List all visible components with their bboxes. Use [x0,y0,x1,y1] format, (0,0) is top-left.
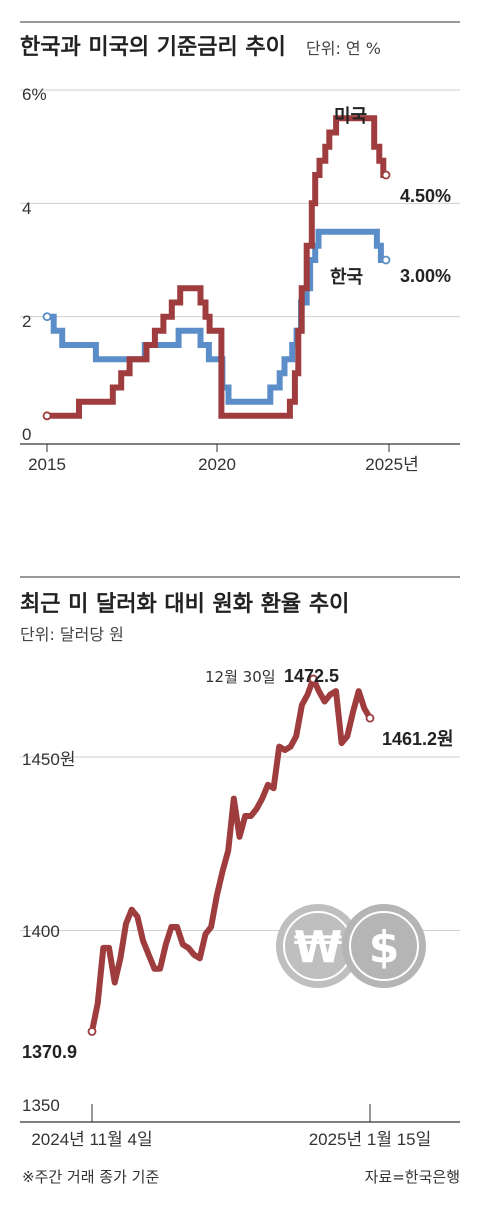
chart2-ytick-1400: 1400 [22,922,60,941]
chart2-peak-date-label: 12월 30일 [205,668,276,686]
chart2-ytick-1450: 1450원 [22,750,75,769]
chart1-korea-start-marker [42,312,52,322]
chart1-xtick-2025: 2025년 [365,455,418,474]
footnote: ※주간 거래 종가 기준 [22,1168,159,1186]
chart2-end-value-label: 1461.2원 [382,729,454,749]
chart2-start-marker [87,1027,97,1036]
chart1-title: 한국과 미국의 기준금리 추이 [20,35,286,60]
dollar-coin-symbol: $ [369,922,400,973]
chart1-korea-end-label: 3.00% [400,266,451,286]
chart1-ytick-2: 2 [22,312,31,331]
won-coin-symbol: ₩ [294,922,343,973]
chart1-us-end-label: 4.50% [400,186,451,206]
chart1-us-start-marker [42,411,52,421]
chart2-end-marker [365,713,375,723]
won-coin-icon [276,904,360,988]
chart2-xtick-start: 2024년 11월 4일 [31,1130,152,1149]
dollar-coin-ring [349,911,419,981]
chart2-coins: ₩ $ [276,904,426,988]
chart1-series-us-line [47,115,387,419]
chart1-korea-end-marker [381,255,391,265]
chart1-legend-us: 미국 [334,106,367,127]
dollar-coin-icon [342,904,426,988]
chart-interest-rates: 한국과 미국의 기준금리 추이 단위: 연 % 6% 4 2 0 2015 20… [20,21,460,474]
chart2-ytick-1350: 1350 [22,1096,60,1115]
chart2-start-value-label: 1370.9 [22,1042,77,1062]
chart1-x-axis [20,443,460,452]
chart1-xtick-2015: 2015 [28,455,66,474]
chart2-xtick-end: 2025년 1월 15일 [309,1130,432,1149]
chart2-peak-marker [308,674,318,684]
chart1-xtick-2020: 2020 [198,455,236,474]
chart1-ytick-4: 4 [22,199,31,218]
chart1-us-end-marker [381,170,391,180]
chart1-ytick-6: 6% [22,85,47,104]
chart2-gridlines [20,756,460,931]
chart2-title: 최근 미 달러화 대비 원화 환율 추이 [20,592,349,617]
chart2-peak-value-label: 1472.5 [284,666,339,686]
chart1-gridlines [20,89,460,318]
chart-exchange-rate: 최근 미 달러화 대비 원화 환율 추이 단위: 달러당 원 1450원 140… [20,576,460,1186]
chart1-unit: 단위: 연 % [306,39,381,58]
chart2-x-axis [20,1104,460,1123]
chart1-ytick-0: 0 [22,425,31,444]
source-label: 자료=한국은행 [365,1168,460,1186]
chart2-series-usdkrw-line [89,675,373,1035]
chart2-unit: 단위: 달러당 원 [20,625,124,644]
chart1-legend-korea: 한국 [330,267,363,288]
